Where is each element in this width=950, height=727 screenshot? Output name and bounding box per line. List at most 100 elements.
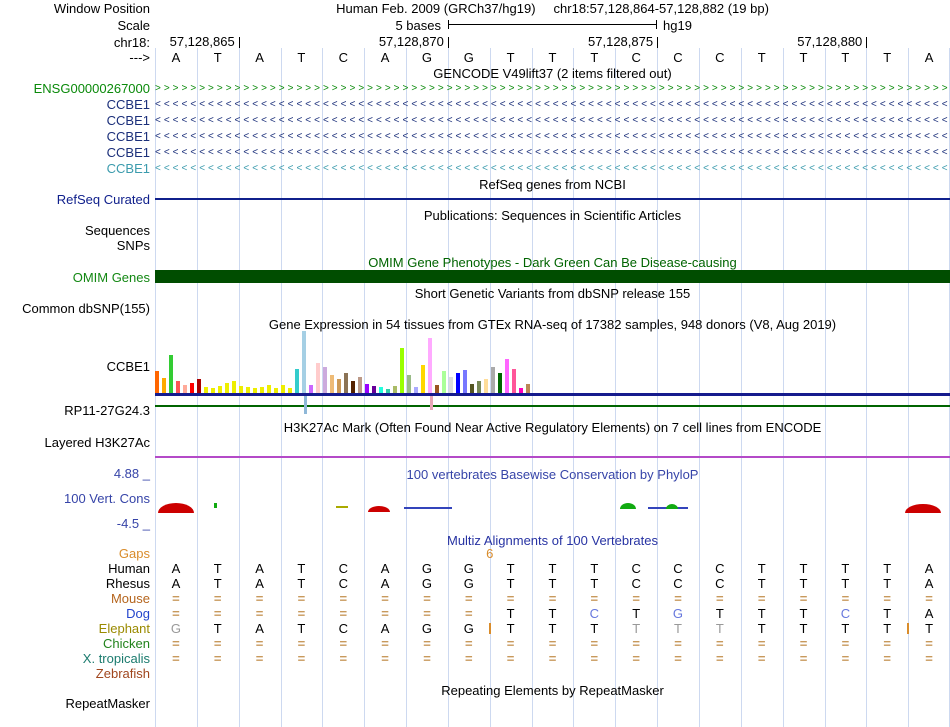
gene-strand-arrows[interactable]: <<<<<<<<<<<<<<<<<<<<<<<<<<<<<<<<<<<<<<<<… — [155, 163, 950, 174]
sequences-label[interactable]: Sequences — [84, 223, 150, 238]
refseq-curated-label[interactable]: RefSeq Curated — [56, 192, 150, 207]
omim-genes-track[interactable] — [155, 270, 950, 283]
h3k27ac-label[interactable]: Layered H3K27Ac — [44, 435, 150, 450]
layered-h3k27ac-signal[interactable] — [155, 456, 950, 458]
gene-label[interactable]: CCBE1 — [106, 113, 150, 128]
alignment-base: T — [548, 606, 557, 621]
gtex-bar — [176, 381, 180, 393]
gridline — [866, 48, 868, 727]
sequence-base: T — [548, 50, 557, 65]
alignment-base: = — [548, 651, 557, 666]
alignment-base: T — [925, 621, 934, 636]
alignment-base: A — [171, 561, 181, 576]
species-label[interactable]: Elephant — [98, 621, 150, 636]
gene-label[interactable]: CCBE1 — [106, 161, 150, 176]
assembly-label: hg19 — [663, 18, 692, 33]
phylop-hump — [368, 506, 390, 512]
gtex-bar — [512, 369, 516, 393]
alignment-base: = — [632, 636, 640, 651]
gtex-bar — [351, 381, 355, 393]
species-label[interactable]: Human — [108, 561, 150, 576]
alignment-base: = — [339, 636, 348, 651]
gene-strand-arrows[interactable]: <<<<<<<<<<<<<<<<<<<<<<<<<<<<<<<<<<<<<<<<… — [155, 99, 950, 110]
repeatmasker-title: Repeating Elements by RepeatMasker — [441, 683, 664, 698]
assembly-name: Human Feb. 2009 (GRCh37/hg19) — [336, 1, 536, 16]
gtex-bar-chart[interactable] — [155, 330, 950, 393]
gene-strand-arrows[interactable]: <<<<<<<<<<<<<<<<<<<<<<<<<<<<<<<<<<<<<<<<… — [155, 147, 950, 158]
gene-label[interactable]: CCBE1 — [106, 129, 150, 144]
snps-label[interactable]: SNPs — [116, 238, 150, 253]
alignment-base: T — [799, 576, 808, 591]
gap-size-label: 6 — [486, 546, 494, 561]
species-label[interactable]: Zebrafish — [95, 666, 150, 681]
scale-label: Scale — [117, 18, 150, 33]
rp11-label[interactable]: RP11-27G24.3 — [64, 403, 150, 418]
gtex-bar — [428, 338, 432, 393]
dbsnp-title: Short Genetic Variants from dbSNP releas… — [414, 286, 691, 301]
phylop-bar — [404, 507, 452, 509]
gridline — [364, 48, 366, 727]
alignment-base: T — [548, 561, 557, 576]
alignment-base: T — [297, 621, 306, 636]
gene-label[interactable]: CCBE1 — [106, 145, 150, 160]
gtex-bar — [470, 384, 474, 393]
alignment-base: = — [255, 591, 264, 606]
gridline — [698, 48, 700, 727]
gtex-gene-label[interactable]: CCBE1 — [106, 359, 150, 374]
alignment-base: = — [381, 636, 389, 651]
phylop-hump — [158, 503, 194, 513]
gene-strand-arrows[interactable]: >>>>>>>>>>>>>>>>>>>>>>>>>>>>>>>>>>>>>>>>… — [155, 83, 950, 94]
vert-cons-label[interactable]: 100 Vert. Cons — [64, 491, 150, 506]
gtex-bar — [302, 331, 306, 393]
alignment-base: T — [841, 576, 850, 591]
alignment-base: = — [632, 651, 640, 666]
phylop-title: 100 vertebrates Basewise Conservation by… — [406, 467, 699, 482]
phylop-wiggle[interactable] — [0, 486, 950, 518]
alignment-base: = — [674, 591, 682, 606]
species-label[interactable]: Chicken — [103, 636, 150, 651]
gaps-label[interactable]: Gaps — [118, 546, 150, 561]
gtex-gene-model-line[interactable] — [155, 393, 950, 396]
alignment-base: G — [463, 561, 474, 576]
species-label[interactable]: Dog — [126, 606, 150, 621]
sequence-base: C — [673, 50, 683, 65]
gene-strand-arrows[interactable]: <<<<<<<<<<<<<<<<<<<<<<<<<<<<<<<<<<<<<<<<… — [155, 115, 950, 126]
alignment-base: T — [715, 621, 724, 636]
multiz-title: Multiz Alignments of 100 Vertebrates — [446, 533, 658, 548]
gene-strand-arrows[interactable]: <<<<<<<<<<<<<<<<<<<<<<<<<<<<<<<<<<<<<<<<… — [155, 131, 950, 142]
gtex-bar — [316, 363, 320, 393]
alignment-base: = — [255, 636, 264, 651]
omim-genes-label[interactable]: OMIM Genes — [72, 270, 150, 285]
base-position-ruler[interactable]: 57,128,865 57,128,870 57,128,875 57,128,880 — [0, 35, 950, 49]
alignment-base: = — [715, 636, 724, 651]
alignment-base: T — [297, 576, 306, 591]
gtex-bar — [169, 355, 173, 393]
gtex-bar — [211, 388, 215, 393]
common-dbsnp-label[interactable]: Common dbSNP(155) — [22, 301, 150, 316]
alignment-base: T — [548, 576, 557, 591]
repeatmasker-label[interactable]: RepeatMasker — [65, 696, 150, 711]
alignment-base: = — [255, 606, 264, 621]
alignment-base: G — [672, 606, 684, 621]
gridline — [657, 48, 659, 727]
gridline — [406, 48, 408, 727]
species-label[interactable]: Mouse — [110, 591, 150, 606]
sequence-base: A — [380, 50, 390, 65]
alignment-base: = — [423, 651, 431, 666]
alignment-base: = — [925, 636, 933, 651]
gtex-bar — [246, 387, 250, 393]
scale-value: 5 bases — [395, 18, 441, 33]
gene-label[interactable]: CCBE1 — [106, 97, 150, 112]
gtex-bar — [407, 375, 411, 393]
refseq-curated-track[interactable] — [155, 198, 950, 200]
species-label[interactable]: Rhesus — [105, 576, 150, 591]
rp11-track-line[interactable] — [155, 405, 950, 407]
sequence-base: T — [841, 50, 850, 65]
sequence-base: C — [338, 50, 348, 65]
alignment-base: T — [715, 606, 724, 621]
alignment-base: T — [506, 606, 515, 621]
rp11-mark — [430, 396, 433, 410]
gene-label[interactable]: ENSG00000267000 — [33, 81, 150, 96]
species-label[interactable]: X. tropicalis — [82, 651, 150, 666]
gtex-bar — [330, 375, 334, 393]
